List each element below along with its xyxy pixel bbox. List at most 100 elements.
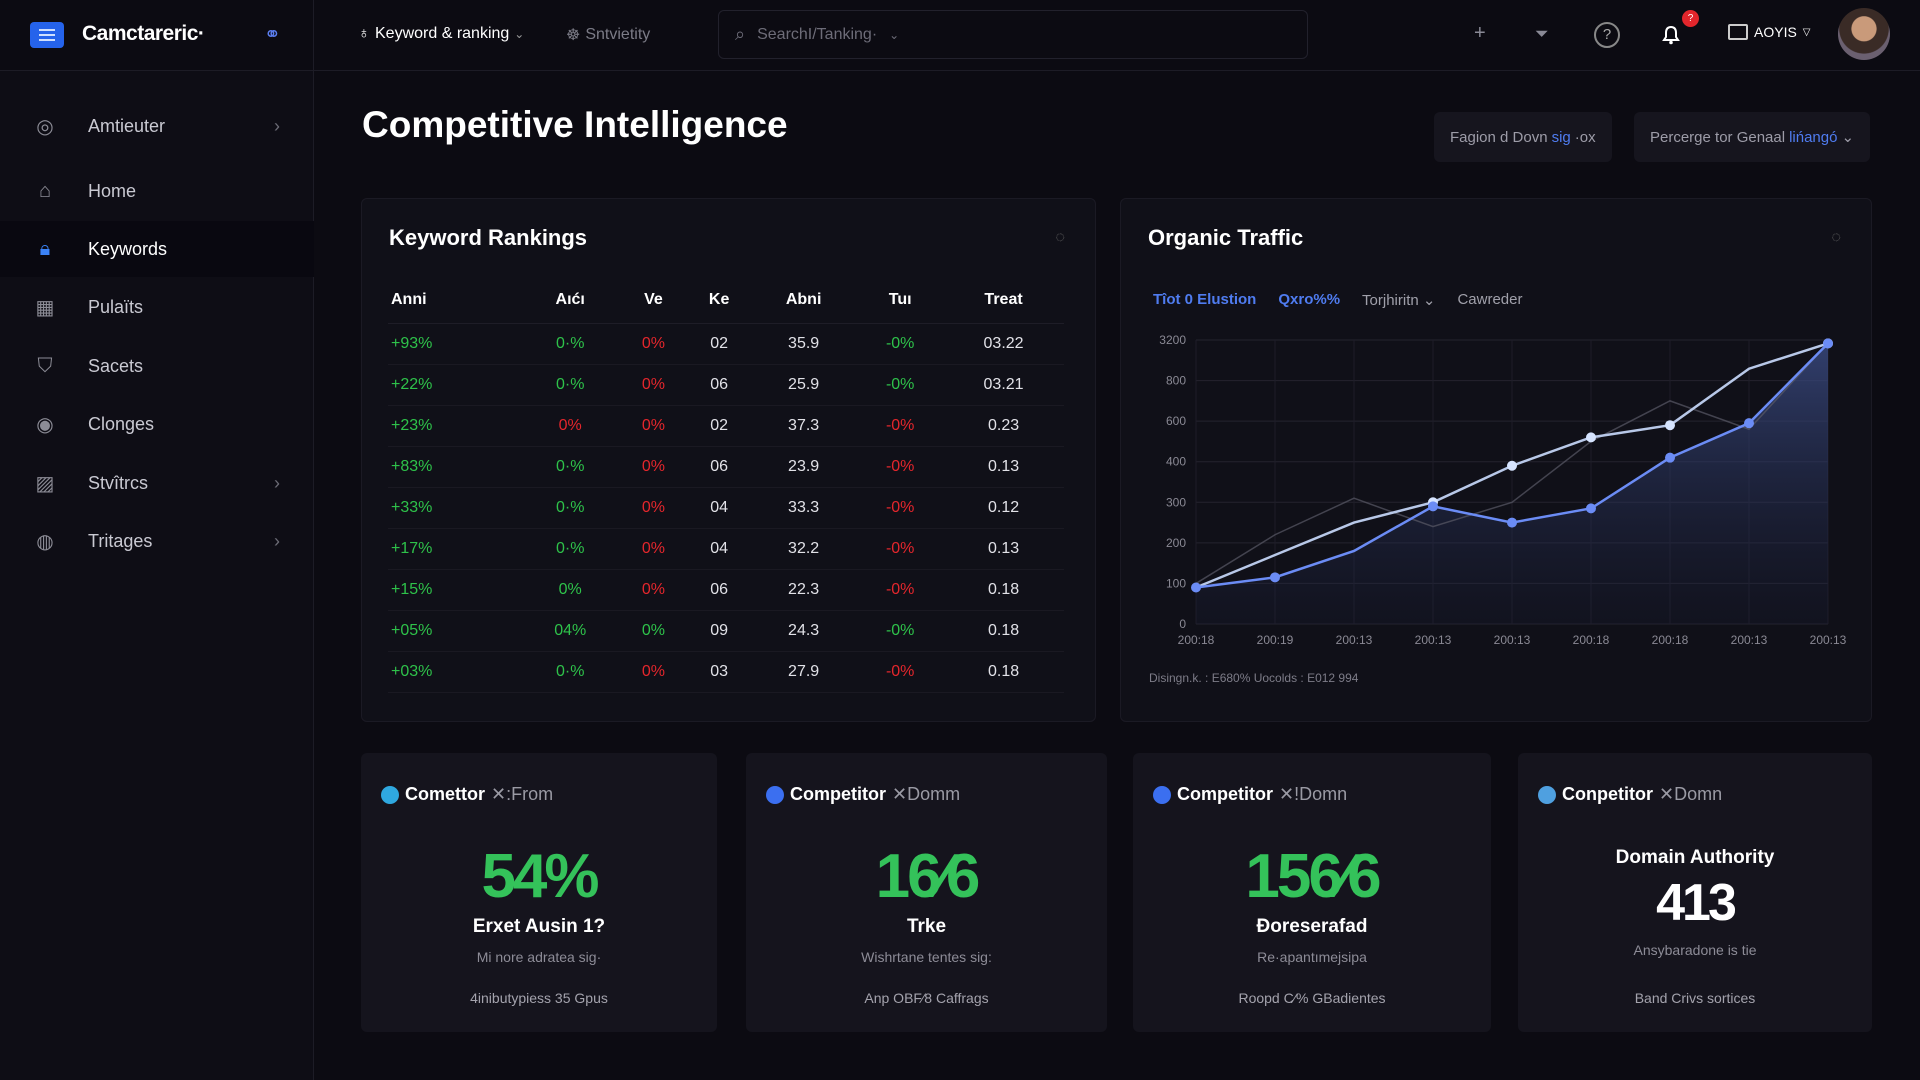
y-tick-label: 200	[1166, 536, 1186, 550]
data-point	[1586, 503, 1596, 514]
sidebar-item-label: Amtieuter	[88, 115, 166, 136]
legend-item[interactable]: Cawreder	[1457, 291, 1523, 308]
table-cell: 24.3	[750, 610, 858, 652]
table-cell: +05%	[388, 610, 522, 652]
competitor-card[interactable]: Conpetitor ✕Domn Domain Authority 413 Ansyba…	[1518, 753, 1872, 1032]
keyword-rankings-panel: Keyword Rankings ◌ Anni Aıćı Ve Ke Abni Tuı Tr…	[361, 198, 1096, 722]
bell-icon[interactable]	[1662, 25, 1680, 45]
search-placeholder: SearchI/Tanking·	[757, 25, 878, 43]
waveform-icon: ◍	[36, 530, 54, 553]
bulb-icon: ♁	[358, 25, 370, 42]
sidebar-item-label: Sacets	[88, 355, 144, 376]
table-cell: 06	[688, 569, 750, 611]
data-point	[1665, 420, 1675, 431]
calendar-icon: ▦	[35, 296, 55, 319]
table-cell: 35.9	[750, 323, 858, 365]
sidebar-item-amtieuter[interactable]: ◎ Amtieuter ›	[0, 98, 314, 154]
table-row[interactable]: +22% 0·% 0% 06 25.9 -0% 03.21	[388, 364, 1064, 406]
link-icon[interactable]: ⚭	[264, 24, 281, 46]
table-row[interactable]: +83% 0·% 0% 06 23.9 -0% 0.13	[388, 446, 1064, 488]
card-footer: 4inibutypiess 35 Gpus	[470, 990, 608, 1006]
competitor-card[interactable]: Competitor ✕Domm 16⁄6 Trke Wishrtane tentes …	[746, 753, 1107, 1032]
table-cell: 0·%	[521, 323, 619, 365]
filter-icon[interactable]: ⏷	[1535, 24, 1549, 43]
table-cell: 0%	[618, 569, 689, 611]
competitor-card[interactable]: Competitor ✕!Domn 156⁄6 Ɖoreserafad Re·apant…	[1133, 753, 1491, 1032]
card-subtext: Re·apantımejsipa	[1257, 949, 1367, 965]
table-cell: +03%	[388, 651, 522, 693]
competitor-card[interactable]: Comettor ✕:From 54% Erxet Ausin 1? Mi nore a…	[361, 753, 717, 1032]
sidebar-item-home[interactable]: ⌂ Home	[0, 163, 314, 219]
y-tick-label: 100	[1166, 576, 1186, 590]
legend-item[interactable]: Qxro%%	[1278, 291, 1341, 308]
table-row[interactable]: +17% 0·% 0% 04 32.2 -0% 0.13	[388, 528, 1064, 570]
organic-traffic-panel: Organic Traffic ◌ Tîot 0 Elustion Qxro%% T…	[1120, 198, 1872, 722]
sidebar-item-label: Home	[88, 180, 137, 201]
column-header[interactable]: Treat	[943, 277, 1064, 324]
filter-dropdown-2[interactable]: Percerge tor Genaal lińangó ⌄	[1634, 112, 1871, 162]
table-row[interactable]: +05% 04% 0% 09 24.3 -0% 0.18	[388, 610, 1064, 652]
filter-label: Percerge tor Genaal	[1650, 128, 1786, 146]
chart-legend: Tîot 0 Elustion Qxro%% Torjhiritn ⌄ Cawrede…	[1153, 291, 1522, 309]
gauge-icon: ◎	[36, 115, 54, 138]
workspace-selector[interactable]: AOYIS ▽	[1728, 24, 1811, 40]
y-tick-label: 400	[1166, 455, 1186, 469]
refresh-icon[interactable]: ◌	[1831, 229, 1841, 246]
plus-icon[interactable]: +	[1474, 22, 1486, 44]
column-header[interactable]: Aıćı	[521, 277, 619, 324]
table-cell: 03.21	[943, 364, 1064, 406]
sidebar-item-clonges[interactable]: ◉ Clonges	[0, 396, 314, 452]
legend-item[interactable]: Tîot 0 Elustion	[1153, 291, 1257, 308]
data-point	[1586, 432, 1596, 443]
ring-icon	[766, 785, 784, 804]
sidebar-item-pulats[interactable]: ▦ Pulaïts	[0, 279, 314, 335]
tab-sntvietity[interactable]: ☸ Sntvietity	[566, 25, 650, 45]
sidebar-item-stvtrcs[interactable]: ▨ Stvîtrcs ›	[0, 455, 314, 511]
column-header[interactable]: Tuı	[857, 277, 944, 324]
column-header[interactable]: Abni	[750, 277, 858, 324]
sidebar-item-keywords[interactable]: 🔒︎ Keywords	[0, 221, 314, 277]
rankings-table: Anni Aıćı Ve Ke Abni Tuı Treat +93% 0·% 0% 02 35.9-…	[388, 277, 1064, 693]
table-row[interactable]: +93% 0·% 0% 02 35.9 -0% 03.22	[388, 323, 1064, 365]
table-cell: 04	[688, 487, 750, 529]
table-cell: 0.18	[943, 569, 1064, 611]
column-header[interactable]: Anni	[388, 277, 522, 324]
table-row[interactable]: +33% 0·% 0% 04 33.3 -0% 0.12	[388, 487, 1064, 529]
card-title: Competitor	[790, 784, 886, 804]
legend-item[interactable]: Torjhiritn ⌄	[1362, 292, 1436, 309]
x-tick-label: 200:18	[1573, 633, 1610, 647]
sidebar-item-sacets[interactable]: ⛉ Sacets	[0, 338, 314, 394]
sidebar-item-label: Tritages	[88, 530, 153, 551]
card-domain: ✕Domm	[892, 784, 961, 804]
y-tick-label: 600	[1166, 414, 1186, 428]
table-cell: -0%	[857, 487, 944, 529]
table-row[interactable]: +15% 0% 0% 06 22.3 -0% 0.18	[388, 569, 1064, 611]
table-cell: 04	[688, 528, 750, 570]
chevron-right-icon: ›	[274, 472, 280, 493]
sidebar-item-tritages[interactable]: ◍ Tritages ›	[0, 513, 314, 569]
filter-value: lińangó	[1789, 128, 1838, 146]
table-row[interactable]: +03% 0·% 0% 03 27.9 -0% 0.18	[388, 651, 1064, 693]
column-header[interactable]: Ve	[618, 277, 689, 324]
table-cell: -0%	[857, 569, 944, 611]
table-cell: 0·%	[521, 446, 619, 488]
cloud-icon	[1538, 785, 1556, 804]
search-input[interactable]: ⌕ SearchI/Tanking· ⌄	[718, 10, 1308, 59]
table-row[interactable]: +23% 0% 0% 02 37.3 -0% 0.23	[388, 405, 1064, 447]
data-point	[1270, 572, 1280, 583]
tab-keyword-ranking[interactable]: ♁ Keyword & ranking ⌄	[358, 25, 524, 43]
workspace-label: AOYIS	[1754, 24, 1797, 40]
avatar[interactable]	[1838, 8, 1890, 60]
table-cell: 0%	[618, 610, 689, 652]
refresh-icon[interactable]: ◌	[1055, 229, 1065, 246]
filter-dropdown-1[interactable]: Fagion d Dovn sig ·ox	[1434, 112, 1612, 162]
table-cell: 33.3	[750, 487, 858, 529]
chevron-right-icon: ›	[274, 530, 280, 551]
column-header[interactable]: Ke	[688, 277, 750, 324]
table-cell: 0%	[618, 323, 689, 365]
help-icon[interactable]: ?	[1594, 22, 1620, 48]
table-cell: 0%	[618, 651, 689, 693]
card-value: 54%	[481, 842, 599, 911]
menu-icon[interactable]	[30, 22, 64, 48]
card-footer: Band Crivs sortices	[1634, 990, 1756, 1006]
